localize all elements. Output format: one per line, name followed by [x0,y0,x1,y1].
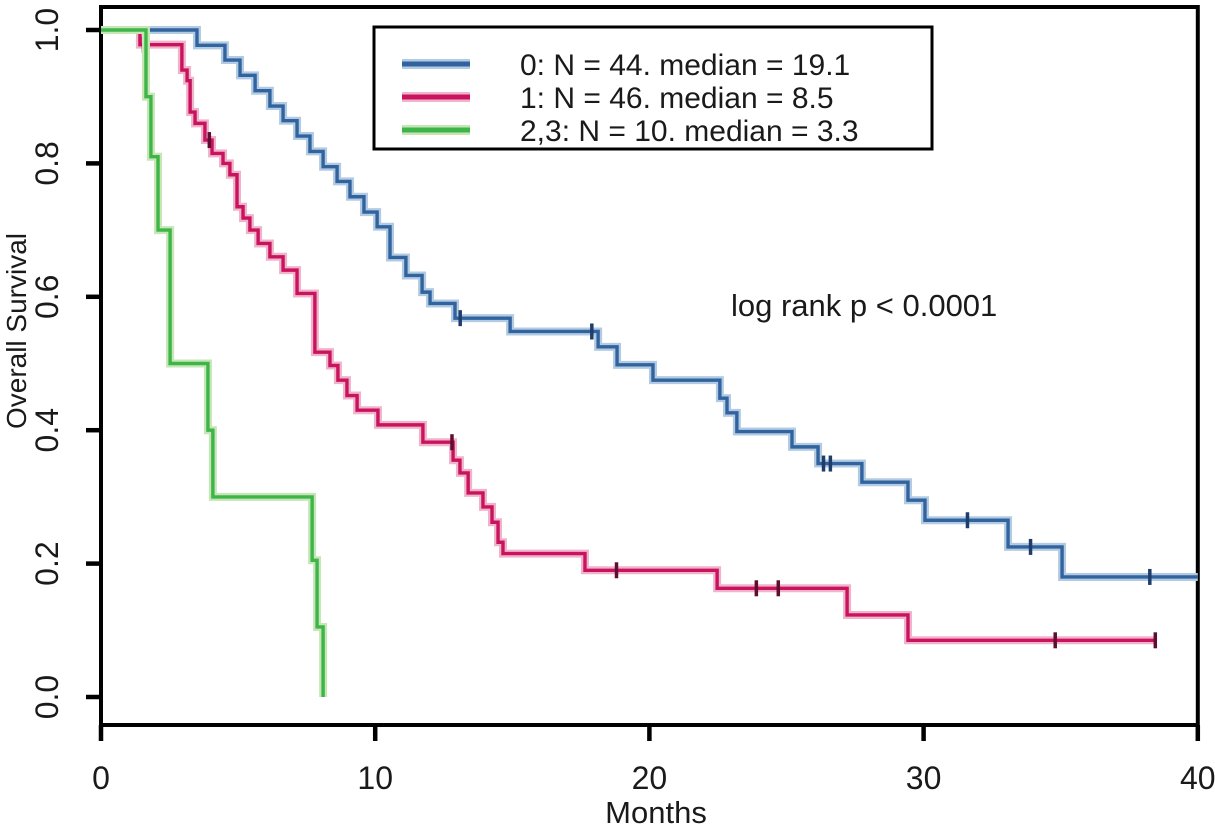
legend-entry-group-2: 2,3: N = 10. median = 3.3 [402,115,859,148]
x-tick-label: 20 [632,760,668,796]
y-tick-label: 0.2 [29,541,65,585]
y-tick-label: 0.8 [29,141,65,185]
x-tick-label: 30 [906,760,942,796]
y-tick-label: 0.0 [29,675,65,719]
km-curve-series-1 [101,28,1157,643]
legend-label-group-2: 2,3: N = 10. median = 3.3 [520,115,859,148]
log-rank-annotation: log rank p < 0.0001 [731,288,997,323]
y-tick-label: 0.4 [29,408,65,452]
legend-entry-group-1: 1: N = 46. median = 8.5 [402,82,834,115]
x-axis-title: Months [605,795,707,830]
x-tick-label: 40 [1180,760,1215,796]
legend-entry-group-0: 0: N = 44. median = 19.1 [402,49,850,82]
legend-label-group-1: 1: N = 46. median = 8.5 [520,82,834,115]
km-curve-series-0 [101,28,1198,579]
km-curve-halo-series-2 [101,26,328,697]
x-tick-label: 0 [92,760,110,796]
legend-label-group-0: 0: N = 44. median = 19.1 [520,49,850,82]
y-axis-title: Overall Survival [1,233,32,429]
y-tick-label: 0.6 [29,275,65,319]
y-tick-label: 1.0 [29,8,65,52]
legend: 0: N = 44. median = 19.1 1: N = 46. medi… [372,25,934,151]
plot-area: 0 10 20 30 40 0.0 0.2 0.4 0.6 0.8 1.0 [29,5,1215,796]
x-tick-label: 10 [357,760,393,796]
km-curve-series-2 [101,28,325,697]
